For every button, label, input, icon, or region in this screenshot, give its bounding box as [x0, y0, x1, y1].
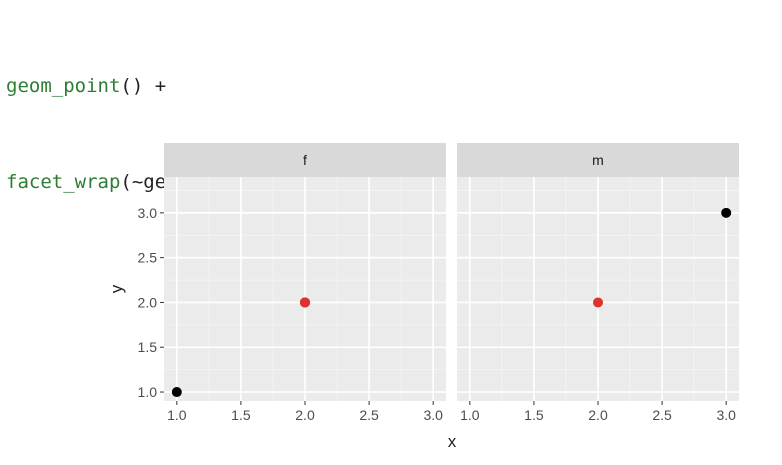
x-tick-label: 1.0	[460, 407, 480, 423]
y-tick-label: 3.0	[138, 205, 158, 221]
x-tick-label: 2.5	[359, 407, 379, 423]
facet-strip-label: m	[592, 152, 604, 168]
x-tick-label: 2.0	[295, 407, 315, 423]
y-tick-label: 2.0	[138, 294, 158, 310]
x-tick-label: 1.5	[231, 407, 251, 423]
y-tick-label: 1.0	[138, 384, 158, 400]
x-tick-label: 1.5	[524, 407, 544, 423]
x-axis: 1.0 1.5 2.0 2.5 3.0 1.0 1.5 2.0 2.5 3.0	[167, 401, 736, 423]
facet-panel-m: m	[457, 143, 739, 401]
code-rest-geom-point: () +	[120, 75, 167, 97]
x-tick-label: 2.5	[652, 407, 672, 423]
y-tick-label: 1.5	[138, 339, 158, 355]
x-tick-label: 1.0	[167, 407, 187, 423]
x-tick-label: 3.0	[423, 407, 443, 423]
data-point	[171, 387, 182, 398]
y-axis: 1.0 1.5 2.0 2.5 3.0	[138, 205, 164, 400]
code-function-geom-point: geom_point	[6, 75, 121, 97]
x-tick-label: 2.0	[588, 407, 608, 423]
x-tick-label: 3.0	[716, 407, 736, 423]
data-point	[300, 297, 310, 308]
facet-strip-label: f	[303, 152, 307, 168]
facet-panel-f: f	[164, 143, 446, 401]
data-point	[721, 207, 732, 218]
data-point	[593, 297, 603, 308]
facet-strip-m	[457, 143, 739, 177]
facet-strip-f	[164, 143, 446, 177]
y-tick-label: 2.5	[138, 250, 158, 266]
x-axis-label: x	[448, 432, 457, 451]
y-axis-label: y	[107, 284, 126, 293]
code-function-facet-wrap: facet_wrap	[6, 171, 121, 193]
code-line-geom-point: geom_point() +	[6, 70, 223, 102]
